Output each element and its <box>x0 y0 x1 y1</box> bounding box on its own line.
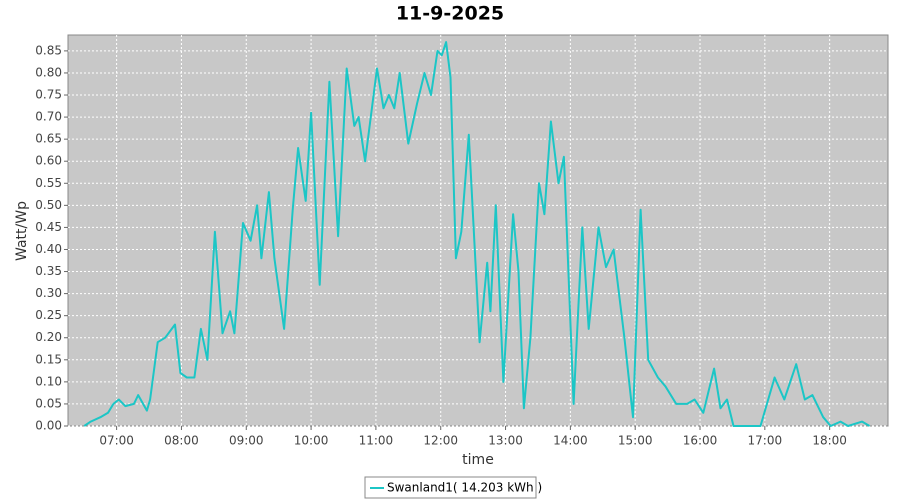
chart-title: 11-9-2025 <box>396 3 504 25</box>
y-tick-label: 0.20 <box>35 330 62 344</box>
x-tick-label: 10:00 <box>294 434 329 448</box>
legend <box>364 476 537 499</box>
x-tick-label: 12:00 <box>423 434 458 448</box>
x-tick-label: 07:00 <box>99 434 134 448</box>
y-axis-label: Watt/Wp <box>14 201 30 261</box>
y-tick-label: 0.15 <box>35 352 62 366</box>
y-tick-label: 0.40 <box>35 242 62 256</box>
y-tick-label: 0.85 <box>35 43 62 57</box>
x-tick-label: 09:00 <box>229 434 264 448</box>
legend-label: Swanland1( 14.203 kWh ) <box>387 481 542 495</box>
y-tick-label: 0.60 <box>35 154 62 168</box>
x-tick-label: 18:00 <box>812 434 847 448</box>
x-tick-label: 15:00 <box>618 434 653 448</box>
y-tick-label: 0.30 <box>35 286 62 300</box>
y-tick-label: 0.75 <box>35 88 62 102</box>
x-tick-label: 13:00 <box>488 434 523 448</box>
y-tick-label: 0.70 <box>35 110 62 124</box>
data-line <box>83 41 871 427</box>
y-tick-label: 0.50 <box>35 198 62 212</box>
y-tick-label: 0.00 <box>35 419 62 433</box>
x-tick-label: 17:00 <box>748 434 783 448</box>
y-tick-label: 0.45 <box>35 220 62 234</box>
x-axis-label: time <box>462 452 494 468</box>
y-tick-label: 0.65 <box>35 132 62 146</box>
y-tick-label: 0.80 <box>35 65 62 79</box>
y-tick-label: 0.55 <box>35 176 62 190</box>
x-tick-label: 11:00 <box>359 434 394 448</box>
y-tick-label: 0.25 <box>35 308 62 322</box>
x-tick-label: 08:00 <box>164 434 199 448</box>
y-tick-label: 0.10 <box>35 374 62 388</box>
plot-area <box>67 34 889 427</box>
x-tick-label: 14:00 <box>553 434 588 448</box>
y-tick-label: 0.05 <box>35 396 62 410</box>
x-tick-label: 16:00 <box>683 434 718 448</box>
y-tick-label: 0.35 <box>35 264 62 278</box>
